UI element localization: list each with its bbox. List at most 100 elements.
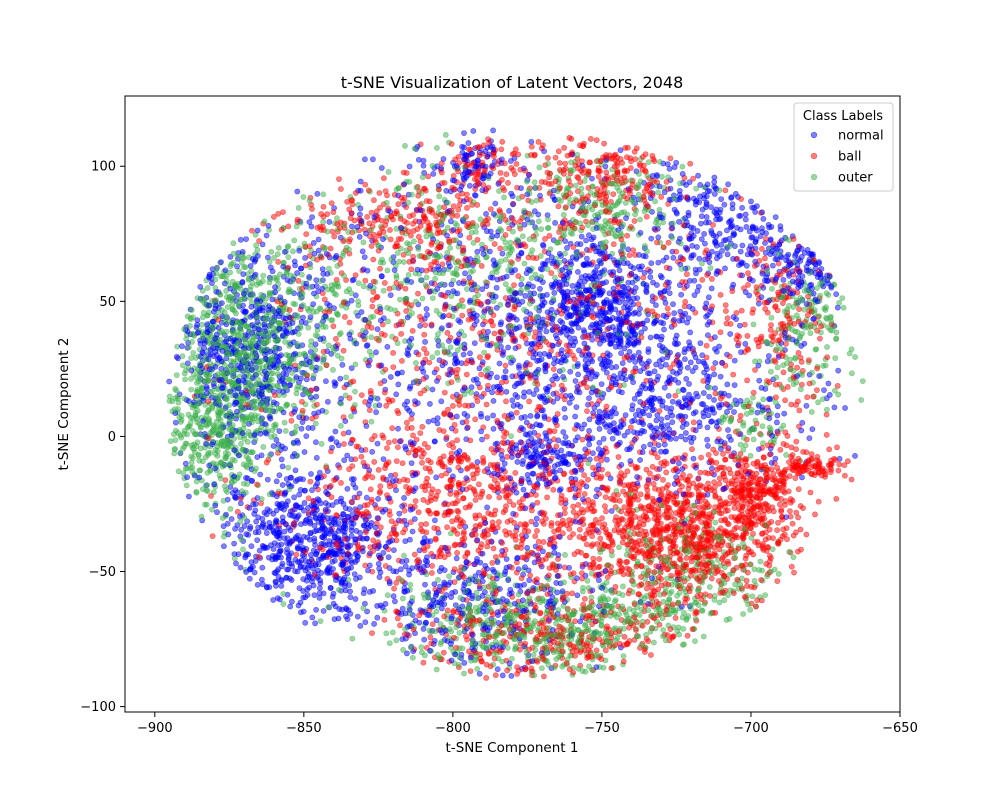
ball-point — [449, 184, 456, 191]
ball-point — [541, 673, 547, 680]
outer-point — [281, 419, 288, 426]
outer-point — [204, 285, 211, 291]
normal-point — [686, 235, 693, 242]
outer-point — [815, 399, 821, 406]
ball-point — [394, 444, 401, 451]
outer-point — [521, 260, 528, 267]
normal-point — [781, 410, 788, 417]
normal-point — [695, 172, 701, 179]
normal-point — [259, 564, 266, 571]
normal-point — [420, 162, 427, 169]
normal-point — [760, 215, 767, 222]
normal-point — [296, 247, 303, 254]
ball-point — [651, 178, 657, 184]
ball-point — [738, 507, 745, 514]
ball-point — [362, 181, 369, 188]
normal-point — [490, 412, 496, 419]
normal-point — [380, 549, 387, 556]
ball-point — [454, 507, 461, 514]
outer-point — [298, 271, 305, 278]
ball-point — [320, 348, 327, 355]
outer-point — [172, 437, 179, 443]
ball-point — [459, 312, 466, 319]
ball-point — [439, 261, 446, 268]
ball-point — [385, 439, 392, 446]
normal-point — [460, 351, 467, 358]
ball-point — [599, 515, 605, 522]
ball-point — [540, 142, 546, 149]
ball-point — [744, 377, 750, 384]
ball-point — [487, 206, 494, 212]
normal-point — [625, 428, 631, 435]
outer-point — [320, 218, 326, 225]
ball-point — [753, 603, 759, 610]
outer-point — [423, 274, 430, 281]
ball-point — [370, 256, 377, 263]
ball-point — [812, 511, 818, 518]
normal-point — [727, 331, 734, 337]
normal-point — [301, 449, 308, 455]
normal-point — [574, 575, 580, 581]
normal-point — [476, 585, 483, 592]
ball-point — [327, 245, 334, 252]
normal-point — [387, 292, 394, 298]
ball-point — [532, 329, 539, 336]
normal-point — [564, 244, 570, 251]
ball-point — [499, 138, 506, 145]
normal-point — [503, 388, 510, 395]
normal-point — [690, 410, 697, 417]
ball-point — [421, 331, 428, 338]
normal-point — [561, 405, 568, 412]
normal-point — [563, 331, 570, 338]
ball-point — [518, 575, 525, 582]
outer-point — [778, 384, 785, 391]
normal-point — [485, 328, 491, 335]
outer-point — [280, 591, 287, 597]
normal-point — [606, 352, 613, 359]
ball-point — [505, 179, 511, 186]
ball-point — [534, 499, 541, 506]
ball-point — [425, 444, 431, 451]
normal-point — [401, 494, 407, 501]
ball-point — [603, 175, 610, 182]
normal-point — [276, 472, 283, 478]
normal-point — [664, 414, 671, 421]
ball-point — [447, 490, 454, 497]
ball-point — [738, 307, 745, 314]
outer-point — [397, 296, 403, 303]
outer-point — [790, 554, 797, 561]
ball-point — [767, 451, 773, 458]
ball-point — [391, 438, 398, 445]
outer-point — [380, 287, 387, 294]
normal-point — [332, 428, 339, 435]
ball-point — [623, 559, 629, 565]
outer-point — [572, 182, 579, 189]
ball-point — [389, 425, 396, 432]
ball-point — [590, 464, 596, 471]
normal-point — [357, 178, 364, 185]
ball-point — [398, 330, 405, 337]
outer-point — [859, 378, 866, 384]
normal-point — [703, 214, 710, 220]
ball-point — [459, 297, 465, 304]
ball-point — [393, 458, 400, 464]
normal-point — [529, 502, 536, 509]
ball-point — [579, 570, 585, 576]
normal-point — [708, 285, 715, 292]
ball-point — [513, 409, 520, 416]
ball-point — [336, 176, 342, 182]
ball-point — [441, 389, 448, 396]
normal-point — [541, 413, 548, 419]
outer-point — [285, 254, 292, 260]
outer-point — [402, 142, 408, 149]
normal-point — [248, 543, 255, 550]
outer-point — [531, 179, 538, 186]
ball-point — [381, 279, 388, 286]
normal-point — [457, 319, 464, 325]
normal-point — [706, 259, 713, 265]
normal-point — [560, 429, 567, 435]
normal-point — [602, 568, 609, 574]
normal-point — [396, 510, 403, 517]
ball-point — [699, 276, 706, 283]
normal-point — [357, 530, 364, 536]
